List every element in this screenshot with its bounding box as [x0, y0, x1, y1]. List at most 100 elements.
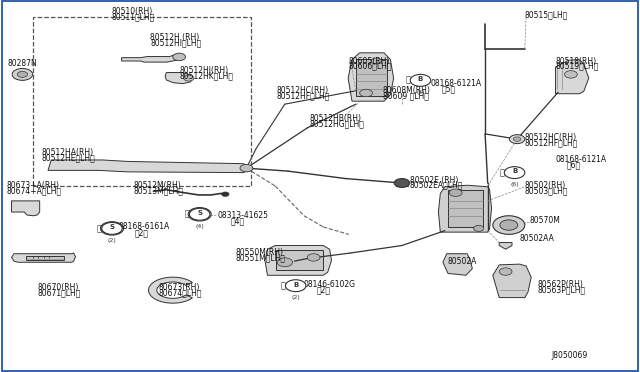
Circle shape — [499, 268, 512, 275]
Text: 80510(RH): 80510(RH) — [112, 7, 153, 16]
Text: 80519〈LH〉: 80519〈LH〉 — [556, 62, 599, 71]
Text: 08168-6121A: 08168-6121A — [431, 79, 482, 88]
Polygon shape — [438, 185, 492, 232]
Circle shape — [564, 71, 577, 78]
Polygon shape — [556, 60, 589, 94]
Text: Ⓢ: Ⓢ — [184, 210, 189, 219]
Text: 80570M: 80570M — [530, 217, 561, 225]
Text: (4): (4) — [195, 224, 204, 229]
Text: (2): (2) — [291, 295, 300, 300]
Polygon shape — [493, 264, 531, 298]
Text: 80512HE〈LH〉: 80512HE〈LH〉 — [42, 153, 95, 162]
Text: 80605(RH): 80605(RH) — [349, 57, 390, 65]
Text: 80513M〈LH〉: 80513M〈LH〉 — [133, 186, 183, 195]
Circle shape — [291, 283, 300, 288]
Circle shape — [410, 74, 431, 86]
Text: 80511〈LH〉: 80511〈LH〉 — [112, 12, 156, 21]
Text: 80673+A(RH): 80673+A(RH) — [6, 181, 60, 190]
Text: 80512HG〈LH〉: 80512HG〈LH〉 — [310, 119, 365, 128]
Text: 80674〈LH〉: 80674〈LH〉 — [159, 288, 202, 297]
Text: 08168-6161A: 08168-6161A — [118, 222, 170, 231]
Text: B: B — [293, 282, 298, 288]
Text: 80673(RH): 80673(RH) — [159, 283, 200, 292]
Text: 80512HJ(RH): 80512HJ(RH) — [179, 66, 228, 75]
Text: 80512HI〈LH〉: 80512HI〈LH〉 — [150, 38, 202, 47]
Text: S: S — [109, 224, 115, 230]
Circle shape — [184, 75, 194, 81]
Text: 80502A: 80502A — [448, 257, 477, 266]
Circle shape — [240, 164, 253, 172]
Text: Ⓑ: Ⓑ — [405, 76, 410, 85]
Text: 80551M〈LH〉: 80551M〈LH〉 — [236, 253, 285, 262]
Text: 80512HK〈LH〉: 80512HK〈LH〉 — [179, 71, 233, 80]
Circle shape — [449, 189, 462, 196]
Text: 80512M(RH): 80512M(RH) — [133, 181, 181, 190]
Text: 80674+A〈LH〉: 80674+A〈LH〉 — [6, 186, 61, 195]
Circle shape — [285, 280, 306, 292]
Text: B: B — [512, 169, 517, 174]
Text: 80512HC(RH): 80512HC(RH) — [525, 133, 577, 142]
Circle shape — [360, 89, 372, 97]
Circle shape — [100, 222, 124, 235]
Text: 〈2〉: 〈2〉 — [134, 228, 148, 237]
Text: 80515〈LH〉: 80515〈LH〉 — [525, 10, 568, 19]
Text: 08168-6121A: 08168-6121A — [556, 155, 607, 164]
Circle shape — [509, 135, 525, 144]
Text: (6): (6) — [510, 182, 519, 187]
Text: 〈6〉: 〈6〉 — [566, 161, 580, 170]
Circle shape — [189, 208, 210, 220]
FancyBboxPatch shape — [26, 256, 64, 260]
Text: 80609 〈LH〉: 80609 〈LH〉 — [383, 92, 429, 100]
Circle shape — [474, 225, 484, 231]
Text: 〈4〉: 〈4〉 — [230, 217, 244, 225]
Polygon shape — [48, 160, 253, 173]
Text: Ⓢ: Ⓢ — [97, 224, 102, 233]
Circle shape — [493, 216, 525, 234]
Text: 80502EA〈LH〉: 80502EA〈LH〉 — [410, 181, 463, 190]
Text: Ⓑ: Ⓑ — [499, 168, 504, 177]
Polygon shape — [348, 53, 394, 101]
Text: 80518(RH): 80518(RH) — [556, 57, 596, 65]
Circle shape — [513, 137, 521, 141]
Text: 80671〈LH〉: 80671〈LH〉 — [37, 288, 81, 297]
Text: 80512HF〈LH〉: 80512HF〈LH〉 — [525, 138, 578, 147]
Text: 80503〈LH〉: 80503〈LH〉 — [525, 186, 568, 195]
FancyBboxPatch shape — [448, 190, 483, 227]
Text: 80608M(RH): 80608M(RH) — [383, 86, 431, 95]
Text: 80512HC(RH): 80512HC(RH) — [276, 86, 328, 95]
FancyBboxPatch shape — [356, 59, 387, 96]
Text: S: S — [197, 210, 202, 216]
Circle shape — [287, 280, 305, 291]
Text: Ⓑ: Ⓑ — [280, 281, 285, 290]
Text: 80502(RH): 80502(RH) — [525, 181, 566, 190]
Text: 80670(RH): 80670(RH) — [37, 283, 79, 292]
Polygon shape — [165, 73, 192, 84]
Circle shape — [371, 58, 381, 64]
Circle shape — [173, 53, 186, 61]
Text: 80550M(RH): 80550M(RH) — [236, 248, 284, 257]
Polygon shape — [443, 254, 472, 275]
Text: B: B — [418, 76, 423, 82]
Text: 80287N: 80287N — [8, 59, 37, 68]
Text: 〈2〉: 〈2〉 — [317, 286, 331, 295]
Text: 08313-41625: 08313-41625 — [218, 211, 269, 219]
Circle shape — [12, 68, 33, 80]
Text: 〈5〉: 〈5〉 — [442, 85, 456, 94]
Text: 80512HA(RH): 80512HA(RH) — [42, 148, 93, 157]
Text: 80512HB(RH): 80512HB(RH) — [310, 114, 362, 123]
Text: (5): (5) — [416, 90, 425, 95]
Circle shape — [307, 254, 320, 261]
Circle shape — [504, 167, 525, 179]
FancyBboxPatch shape — [396, 180, 408, 186]
Polygon shape — [148, 277, 193, 303]
Circle shape — [188, 208, 211, 221]
Text: 80512H (RH): 80512H (RH) — [150, 33, 200, 42]
Text: 08146-6102G: 08146-6102G — [304, 280, 356, 289]
Polygon shape — [265, 246, 332, 275]
Text: 80512HF〈LH〉: 80512HF〈LH〉 — [276, 92, 330, 100]
Circle shape — [102, 222, 122, 234]
Circle shape — [17, 71, 28, 77]
Text: 80502AA: 80502AA — [520, 234, 554, 243]
Text: 80606〈LH〉: 80606〈LH〉 — [349, 62, 392, 71]
Polygon shape — [12, 201, 40, 216]
